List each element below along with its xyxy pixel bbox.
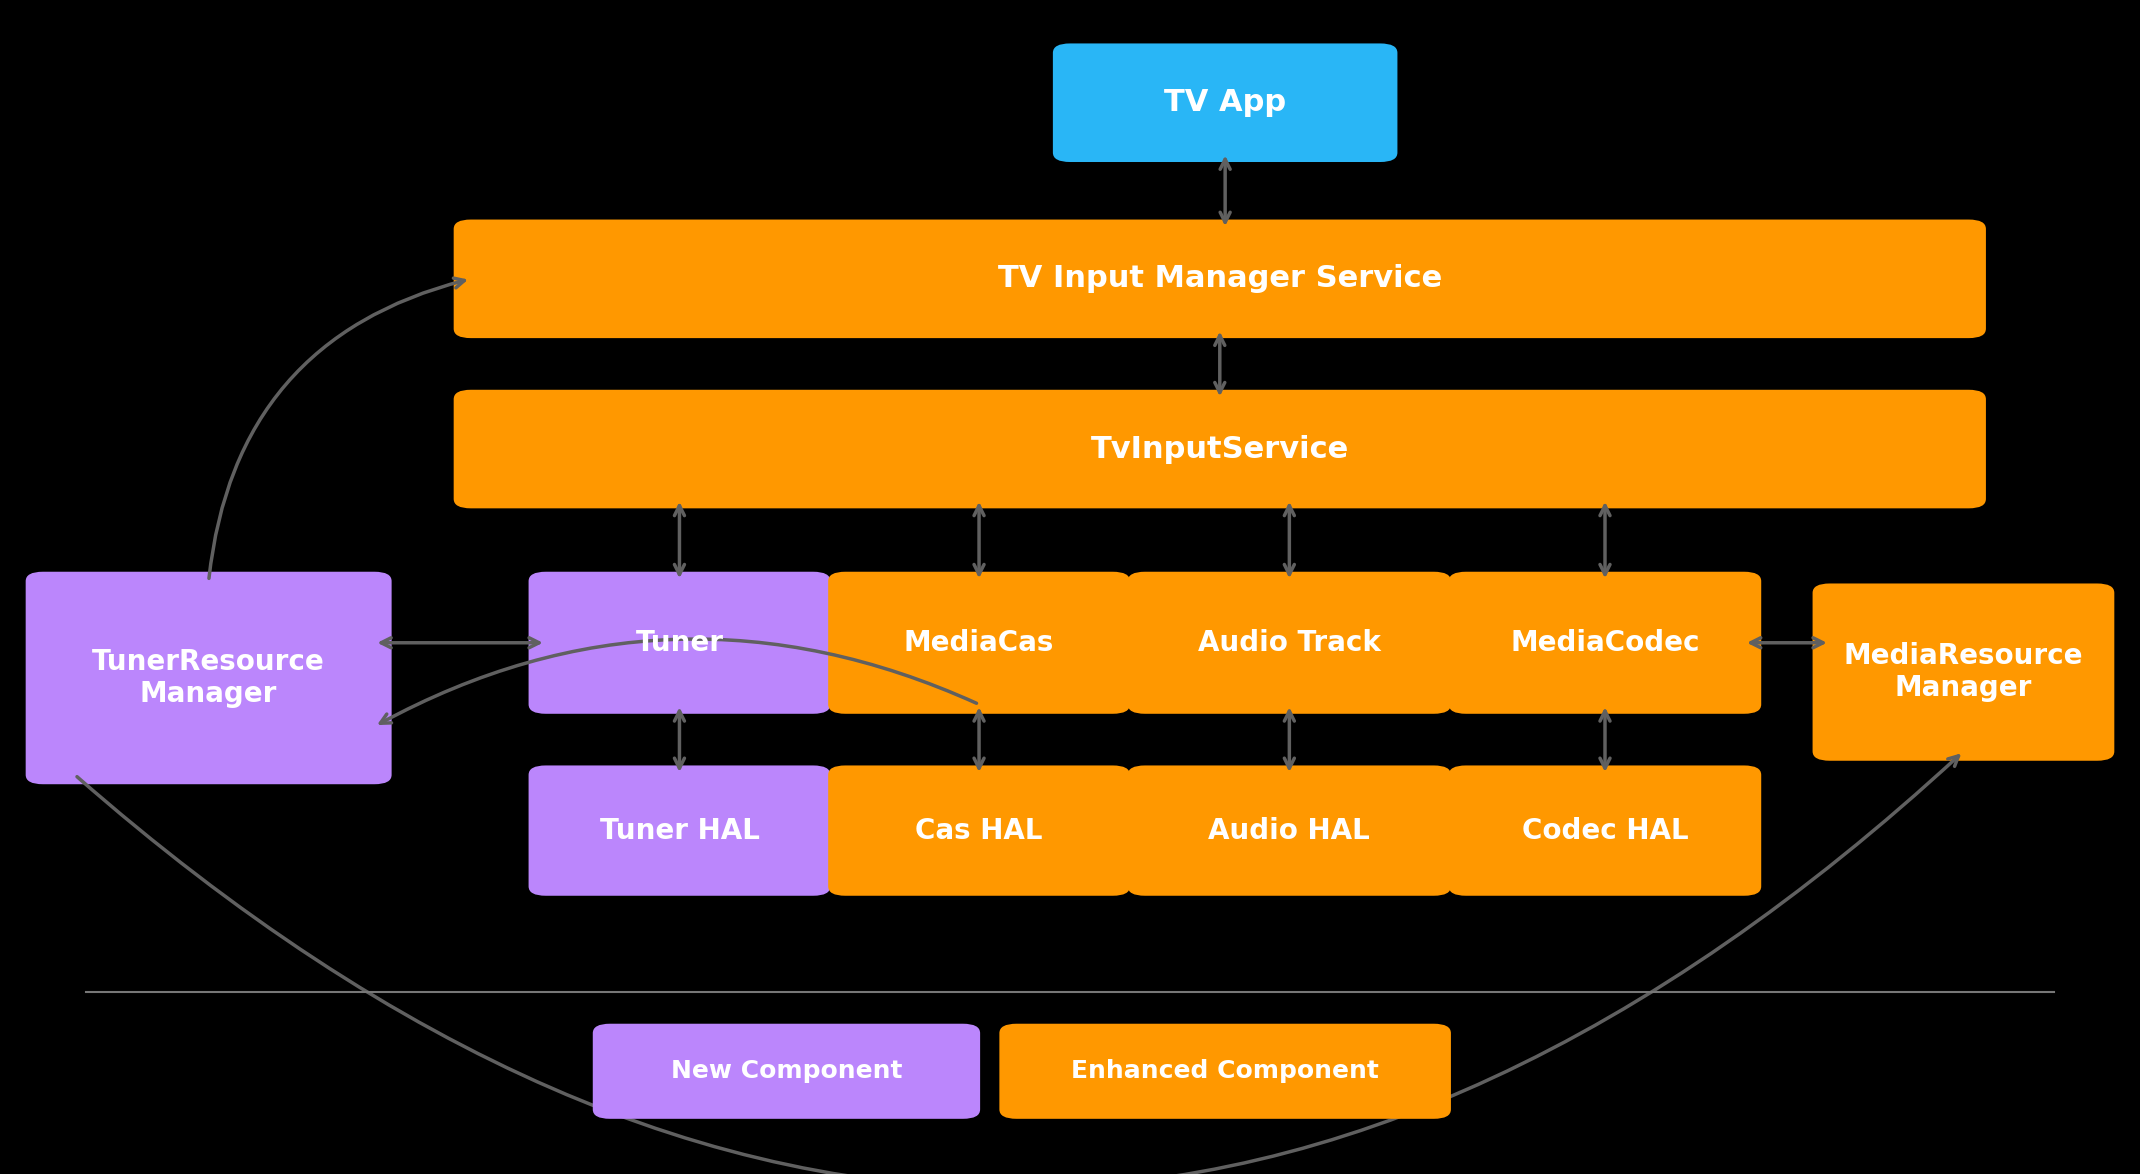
Text: TV App: TV App [1164, 88, 1286, 117]
FancyBboxPatch shape [1053, 43, 1397, 162]
Text: MediaResource
Manager: MediaResource Manager [1845, 642, 2082, 702]
FancyBboxPatch shape [454, 220, 1986, 338]
Text: Codec HAL: Codec HAL [1522, 817, 1688, 844]
Text: New Component: New Component [670, 1059, 903, 1084]
FancyBboxPatch shape [454, 390, 1986, 508]
Text: Tuner: Tuner [636, 629, 723, 656]
Text: TvInputService: TvInputService [1091, 434, 1348, 464]
FancyBboxPatch shape [529, 765, 830, 896]
FancyArrowPatch shape [210, 278, 464, 579]
FancyBboxPatch shape [1128, 765, 1451, 896]
Text: Enhanced Component: Enhanced Component [1072, 1059, 1378, 1084]
FancyBboxPatch shape [999, 1024, 1451, 1119]
Text: Audio HAL: Audio HAL [1209, 817, 1370, 844]
FancyArrowPatch shape [381, 639, 976, 723]
FancyBboxPatch shape [529, 572, 830, 714]
FancyArrowPatch shape [77, 756, 1958, 1174]
Text: TV Input Manager Service: TV Input Manager Service [997, 264, 1442, 294]
FancyBboxPatch shape [1128, 572, 1451, 714]
FancyBboxPatch shape [1449, 765, 1761, 896]
FancyBboxPatch shape [593, 1024, 980, 1119]
Text: Tuner HAL: Tuner HAL [599, 817, 760, 844]
Text: Cas HAL: Cas HAL [916, 817, 1042, 844]
Text: TunerResource
Manager: TunerResource Manager [92, 648, 325, 708]
Text: Audio Track: Audio Track [1198, 629, 1380, 656]
FancyBboxPatch shape [1813, 583, 2114, 761]
FancyBboxPatch shape [1449, 572, 1761, 714]
Text: MediaCodec: MediaCodec [1511, 629, 1699, 656]
FancyBboxPatch shape [26, 572, 392, 784]
Text: MediaCas: MediaCas [903, 629, 1055, 656]
FancyBboxPatch shape [828, 765, 1130, 896]
FancyBboxPatch shape [828, 572, 1130, 714]
